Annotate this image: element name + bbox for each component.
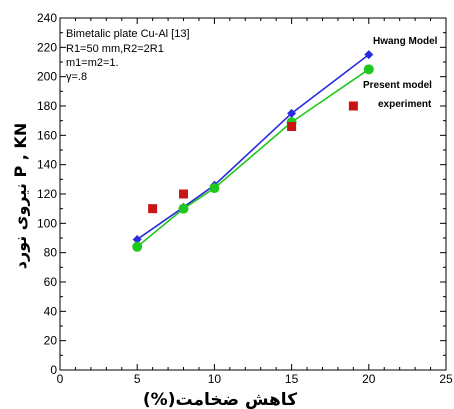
y-tick-label: 0	[50, 363, 57, 377]
series-experiment	[148, 101, 358, 214]
annotation-block: Bimetalic plate Cu-Al [13] R1=50 mm,R2=2…	[66, 28, 190, 83]
y-tick-label: 20	[44, 334, 58, 348]
y-tick-label: 120	[37, 187, 57, 201]
data-point	[179, 189, 189, 199]
series-layer	[132, 50, 374, 252]
series-label-present: Present model	[363, 80, 432, 91]
plot-frame	[59, 17, 447, 371]
axis-ticks: 0 5 10 15 20 25 0 20 40 60 80 100 120 140 160 180 200 220…	[37, 11, 453, 386]
series-hwang-model	[132, 50, 374, 244]
y-tick-label: 140	[37, 158, 57, 172]
data-point	[209, 183, 220, 194]
y-tick-label: 60	[44, 275, 58, 289]
x-tick-label: 20	[362, 372, 376, 386]
y-tick-label: 220	[37, 40, 57, 54]
data-point	[132, 234, 142, 244]
series-label-experiment: experiment	[378, 99, 432, 110]
data-point	[132, 241, 143, 252]
x-axis-title: (%)کاهش ضخامت	[143, 390, 297, 409]
annotation-line-2: R1=50 mm,R2=2R1	[66, 43, 164, 55]
x-tick-label: 0	[57, 372, 64, 386]
series-line-present-model	[136, 68, 370, 248]
series-present-model	[132, 64, 374, 252]
annotation-line-4: γ=.8	[66, 71, 87, 83]
data-point	[364, 50, 374, 60]
annotation-line-3: m1=m2=1.	[66, 57, 119, 69]
series-line-hwang-model	[136, 54, 370, 241]
x-tick-label: 25	[439, 372, 453, 386]
data-point	[287, 122, 297, 132]
x-tick-label: 15	[285, 372, 299, 386]
data-point	[148, 204, 158, 214]
data-point	[348, 101, 358, 111]
data-point	[178, 203, 189, 214]
y-tick-label: 100	[37, 216, 57, 230]
series-label-hwang: Hwang Model	[373, 36, 438, 47]
y-tick-label: 240	[37, 11, 57, 25]
annotation-line-1: Bimetalic plate Cu-Al [13]	[66, 28, 190, 40]
y-tick-label: 40	[44, 304, 58, 318]
x-tick-label: 5	[134, 372, 141, 386]
data-point	[287, 108, 297, 118]
y-axis-title: نیروی نورد P , KN	[11, 123, 30, 269]
x-tick-label: 10	[208, 372, 222, 386]
y-tick-label: 200	[37, 70, 57, 84]
y-tick-label: 180	[37, 99, 57, 113]
y-tick-label: 80	[44, 246, 58, 260]
data-point	[363, 64, 374, 75]
y-tick-label: 160	[37, 128, 57, 142]
